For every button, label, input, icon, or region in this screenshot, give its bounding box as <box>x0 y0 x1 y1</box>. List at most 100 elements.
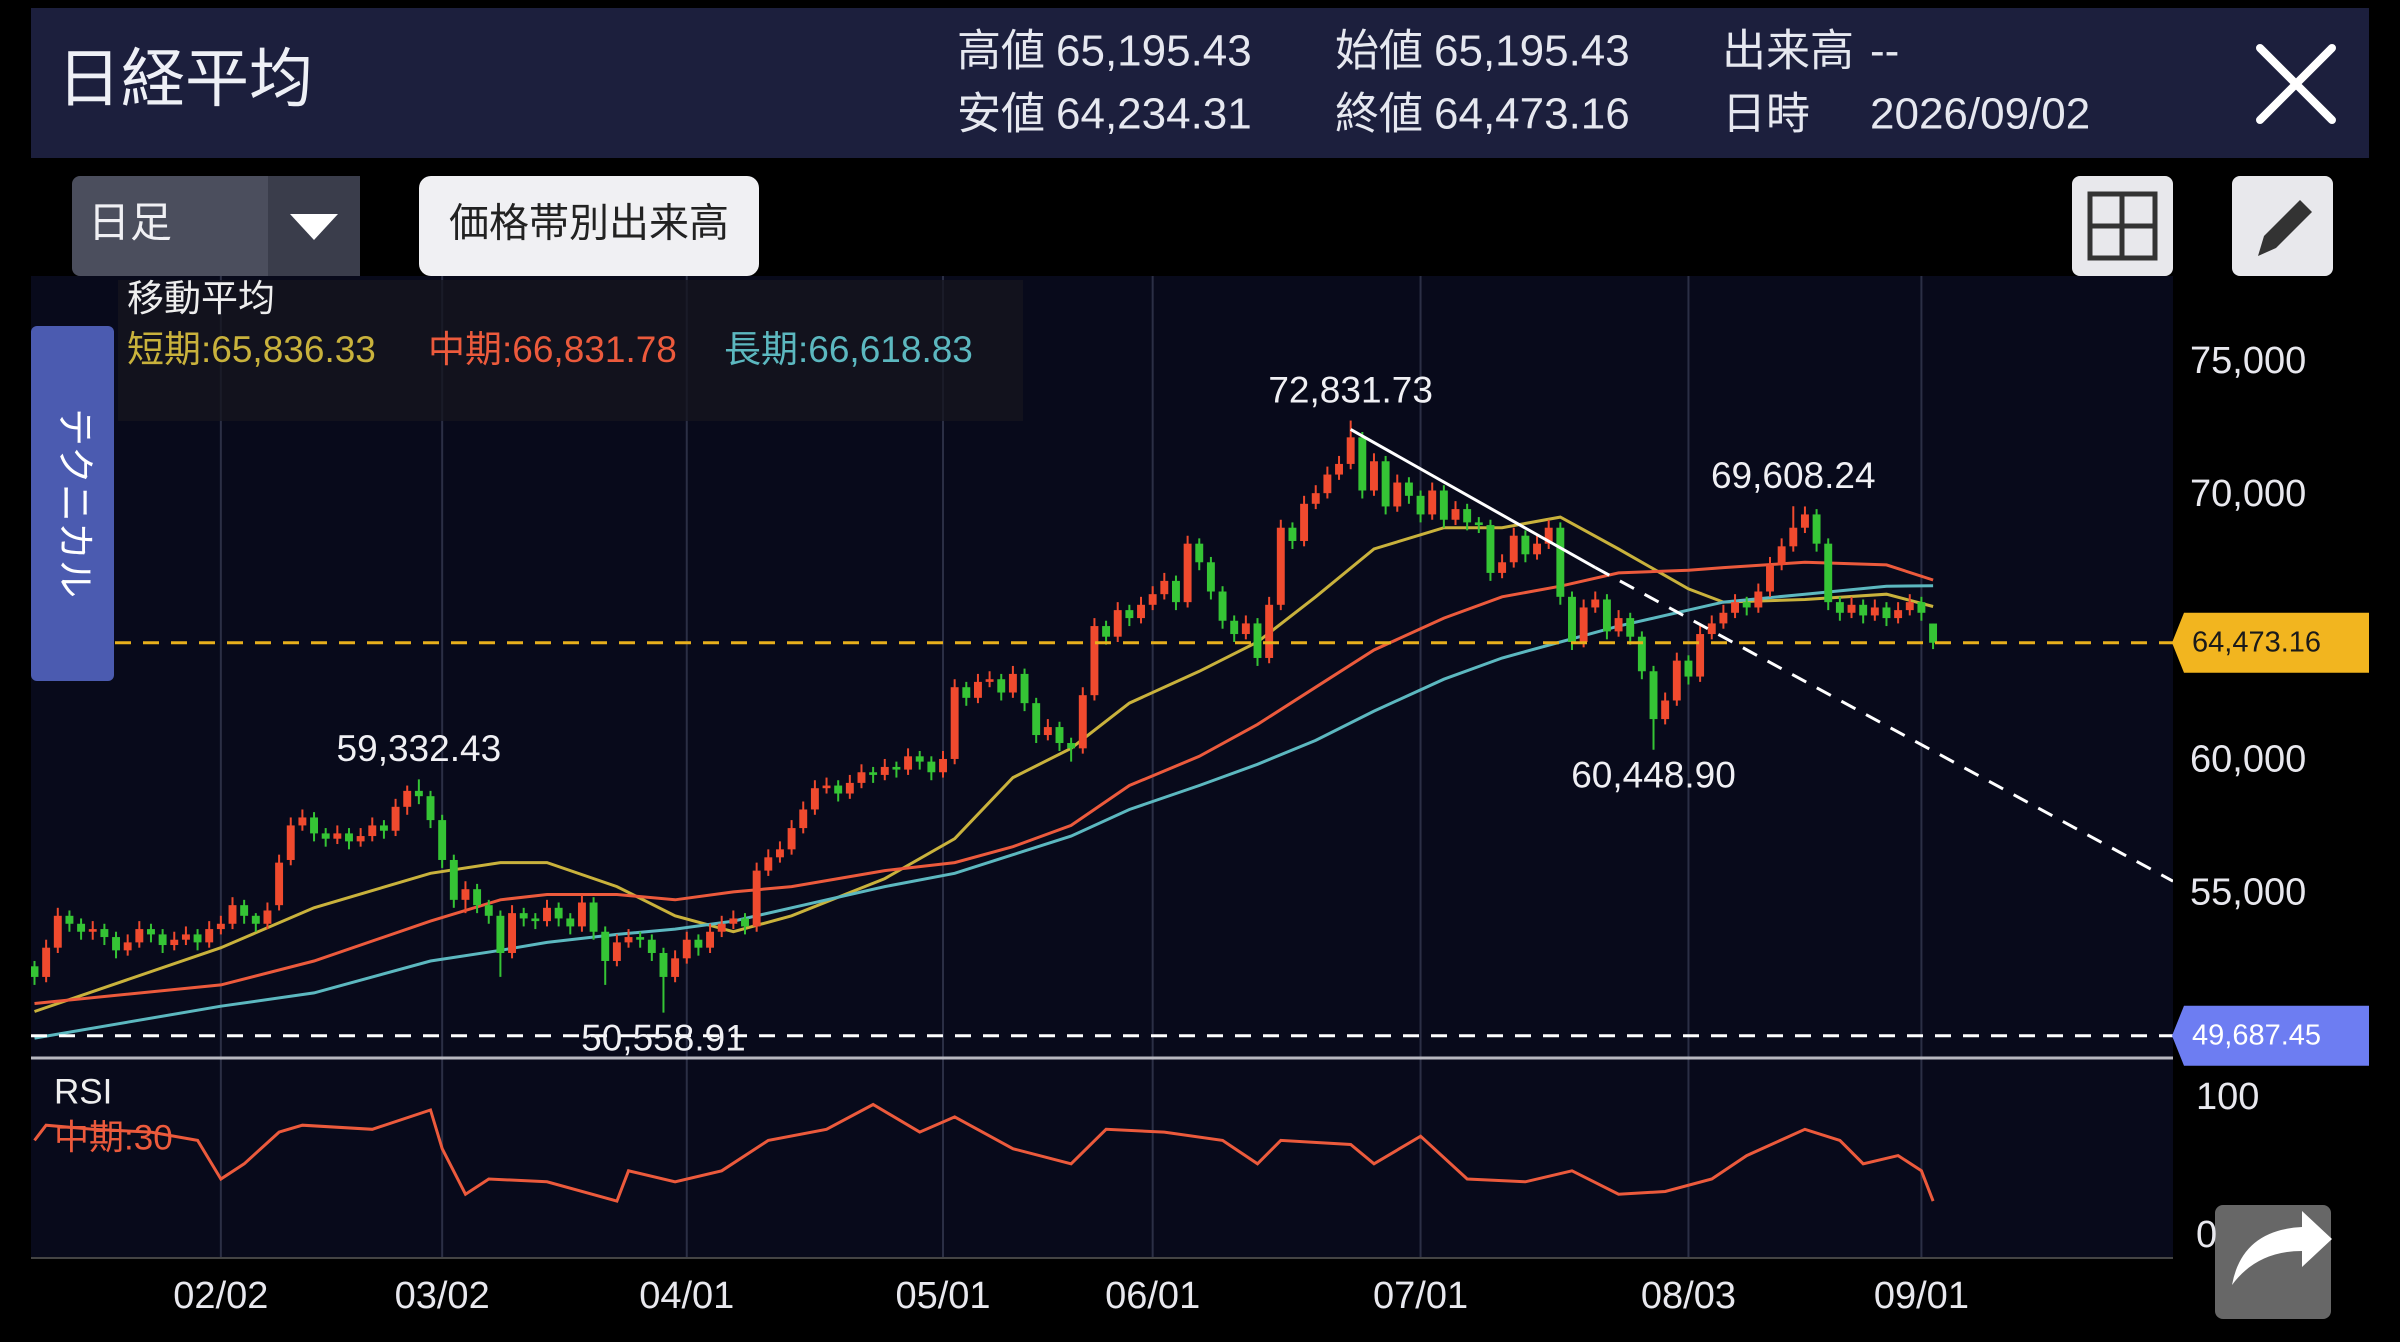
candle-body <box>1812 514 1821 544</box>
candle-body <box>1335 463 1343 475</box>
candle-body <box>31 966 39 977</box>
candle-body <box>892 766 901 770</box>
plot-area <box>31 276 2173 1258</box>
candle-body <box>1742 602 1751 608</box>
candle-body <box>1707 623 1716 635</box>
candle-body <box>1556 527 1565 597</box>
candle-body <box>1195 543 1204 563</box>
candle-body <box>647 939 656 954</box>
candle-body <box>1870 607 1879 616</box>
stat-value: 65,195.43 <box>1434 27 1630 76</box>
candle-body <box>1591 599 1600 608</box>
candle-body <box>1579 607 1588 643</box>
candle-body <box>1602 599 1611 632</box>
candle-body <box>741 918 749 927</box>
stat-value: -- <box>1870 27 1899 76</box>
candle-body <box>368 825 377 837</box>
candle-body <box>1137 604 1145 619</box>
close-button[interactable] <box>2256 44 2336 124</box>
button-label: 価格帯別出来高 <box>449 202 729 246</box>
candle-body <box>577 902 586 927</box>
annotation: 50,558.91 <box>581 1017 746 1058</box>
stat-value: 2026/09/02 <box>1870 90 2090 139</box>
interval-dropdown[interactable]: 日足 <box>72 176 360 276</box>
candle-body <box>1439 490 1448 520</box>
candle-body <box>1358 437 1367 491</box>
candle-body <box>77 923 86 932</box>
candle-body <box>1626 618 1635 637</box>
candle-body <box>508 913 517 954</box>
candle-body <box>170 939 179 946</box>
layout-button[interactable] <box>2072 176 2173 276</box>
candle-body <box>275 862 284 906</box>
candle-body <box>1102 626 1111 637</box>
candle-body <box>601 931 610 961</box>
candle-body <box>1253 623 1262 658</box>
candle-body <box>1311 493 1320 504</box>
candle-body <box>88 929 97 932</box>
candle-body <box>473 889 482 906</box>
stat-label: 日時 <box>1722 90 1810 139</box>
candle-body <box>845 782 854 794</box>
legend-box <box>118 280 1023 421</box>
candle-body <box>729 918 738 924</box>
candle-body <box>147 929 155 935</box>
candle-body <box>461 889 470 900</box>
draw-button[interactable] <box>2232 176 2333 276</box>
candle-body <box>181 934 190 940</box>
candle-body <box>973 681 982 698</box>
rsi-title: RSI <box>54 1072 112 1111</box>
candle-body <box>496 915 505 954</box>
candle-body <box>1020 673 1029 704</box>
candle-body <box>1160 580 1169 595</box>
candle-body <box>764 857 773 871</box>
candle-body <box>414 790 423 797</box>
plot <box>31 276 2173 1258</box>
candle-body <box>1486 525 1495 573</box>
candle-body <box>100 929 109 938</box>
candle-body <box>1451 509 1460 520</box>
technical-tab[interactable]: テクニカル <box>31 326 114 681</box>
candle-body <box>1777 546 1786 565</box>
candle-body <box>1078 695 1087 749</box>
price-tag-label: 64,473.16 <box>2192 626 2321 658</box>
candle-body <box>659 953 668 977</box>
candle-body <box>1800 514 1809 528</box>
candle-body <box>752 870 761 927</box>
candle-body <box>379 825 388 831</box>
candle-body <box>1509 535 1518 563</box>
annotation: 72,831.73 <box>1268 369 1433 410</box>
x-tick-label: 09/01 <box>1874 1275 1969 1317</box>
x-tick-label: 02/02 <box>173 1275 268 1317</box>
share-button[interactable] <box>2215 1205 2332 1319</box>
candle-body <box>310 817 318 834</box>
candle-body <box>706 931 715 948</box>
annotation: 59,332.43 <box>337 728 502 769</box>
candle-body <box>484 905 493 916</box>
candle-body <box>1661 700 1670 720</box>
candle-body <box>298 817 307 826</box>
candle-body <box>1649 671 1658 720</box>
candle-body <box>810 788 819 810</box>
candle-body <box>904 756 913 770</box>
candle-body <box>1265 604 1274 658</box>
candle-body <box>1917 602 1926 613</box>
stat-label: 出来高 <box>1722 27 1854 76</box>
candle-body <box>438 820 447 860</box>
legend-title: 移動平均 <box>127 278 275 319</box>
candle-body <box>927 761 936 773</box>
candle-body <box>1404 482 1413 496</box>
x-tick-label: 05/01 <box>895 1275 990 1317</box>
candle-body <box>193 934 202 943</box>
candle-body <box>775 849 784 858</box>
candle-body <box>123 942 132 951</box>
candle-body <box>1731 602 1740 613</box>
candle-body <box>962 687 971 698</box>
interval-label: 日足 <box>88 199 172 246</box>
candle-body <box>1148 594 1157 605</box>
candle-body <box>1568 596 1576 643</box>
rsi-tick-label: 100 <box>2196 1076 2259 1118</box>
rsi-legend: 中期:30 <box>54 1118 173 1157</box>
candle-body <box>251 915 260 924</box>
volume-profile-button[interactable]: 価格帯別出来高 <box>419 176 759 276</box>
